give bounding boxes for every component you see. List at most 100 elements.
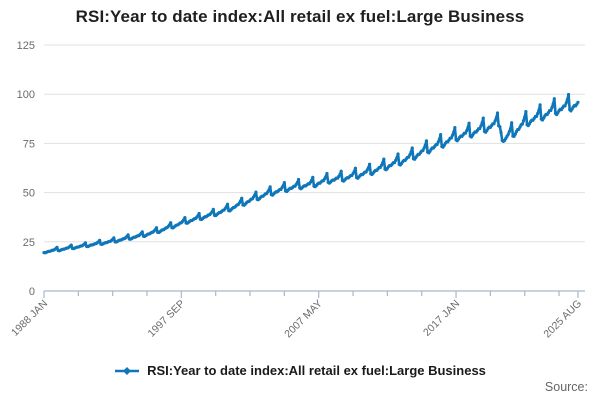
- x-tick-label: 2025 AUG: [541, 298, 584, 341]
- plot-area: 0 25 50 75 100 125 1988 JAN 1997 SEP 2007 MAY 201…: [9, 40, 585, 341]
- data-point-marker: [449, 136, 453, 140]
- data-point-marker: [140, 230, 144, 234]
- data-point-marker: [494, 116, 498, 120]
- data-point-marker: [435, 142, 439, 147]
- data-point-marker: [379, 163, 384, 167]
- chart-title: RSI:Year to date index:All retail ex fue…: [75, 7, 525, 26]
- data-point-marker: [523, 115, 527, 119]
- data-point-marker: [549, 108, 553, 113]
- data-point-marker: [253, 193, 257, 197]
- data-point-marker: [564, 101, 568, 105]
- data-point-marker: [409, 150, 413, 154]
- data-point-marker: [521, 119, 526, 123]
- data-point-marker: [508, 127, 513, 131]
- data-point-marker: [268, 185, 272, 189]
- data-point-marker: [281, 184, 285, 188]
- data-point-marker: [183, 216, 187, 220]
- data-point-marker: [211, 207, 215, 211]
- data-point-marker: [506, 132, 510, 137]
- data-point-marker: [352, 169, 356, 174]
- data-point-marker: [169, 221, 173, 225]
- data-point-marker: [83, 241, 88, 245]
- x-tick-label: 2007 MAY: [282, 298, 325, 341]
- data-point-marker: [422, 146, 426, 150]
- x-tick-label: 1988 JAN: [9, 298, 50, 339]
- y-tick-label: 75: [23, 138, 35, 150]
- y-tick-label: 25: [23, 237, 35, 249]
- data-point-marker: [254, 190, 258, 194]
- data-point-marker: [338, 172, 342, 176]
- data-point-marker: [353, 166, 357, 170]
- y-tick-label: 50: [23, 188, 35, 200]
- data-point-marker: [493, 119, 497, 123]
- data-point-marker: [550, 105, 554, 110]
- data-point-marker: [481, 116, 485, 120]
- data-point-marker: [534, 114, 539, 118]
- data-point-marker: [395, 156, 399, 160]
- data-point-marker: [55, 245, 59, 249]
- data-point-marker: [452, 130, 456, 134]
- x-tick-label: 1997 SEP: [146, 298, 188, 340]
- data-point-marker: [479, 124, 483, 128]
- data-point-marker: [382, 157, 386, 161]
- data-point-marker: [453, 125, 457, 130]
- data-point-marker: [520, 122, 524, 126]
- data-point-marker: [423, 143, 427, 147]
- data-point-marker: [238, 199, 243, 203]
- data-point-marker: [466, 126, 470, 130]
- data-point-marker: [126, 233, 130, 237]
- data-point-marker: [154, 226, 159, 230]
- data-point-marker: [537, 108, 541, 112]
- data-point-marker: [552, 97, 556, 101]
- data-point-marker: [339, 169, 343, 173]
- data-point-marker: [424, 139, 429, 143]
- data-point-marker: [463, 131, 468, 135]
- data-point-marker: [439, 133, 443, 137]
- data-point-marker: [324, 175, 328, 179]
- data-point-marker: [240, 196, 244, 200]
- data-point-marker: [381, 161, 385, 165]
- data-point-marker: [295, 180, 299, 185]
- data-point-marker: [536, 111, 540, 115]
- data-point-marker: [69, 243, 73, 247]
- data-point-marker: [394, 158, 398, 162]
- data-point-marker: [410, 146, 414, 150]
- data-point-marker: [450, 133, 455, 137]
- data-point-marker: [513, 132, 517, 136]
- y-tick-label: 0: [29, 286, 35, 298]
- data-point-marker: [436, 140, 440, 144]
- data-point-marker: [538, 103, 542, 107]
- data-point-marker: [282, 181, 286, 185]
- data-point-marker: [366, 166, 371, 170]
- data-point-marker: [495, 111, 500, 115]
- data-point-marker: [421, 149, 425, 153]
- data-point-marker: [563, 104, 567, 108]
- data-point-marker: [396, 152, 400, 156]
- data-point-marker: [225, 202, 230, 206]
- x-tick-label: 2017 JAN: [421, 298, 462, 339]
- data-point-marker: [368, 162, 372, 166]
- data-point-marker: [478, 127, 482, 131]
- data-point-marker: [498, 125, 502, 129]
- data-point-marker: [112, 236, 116, 240]
- legend-label: RSI:Year to date index:All retail ex fue…: [147, 363, 486, 378]
- source-label: Source:: [544, 380, 588, 394]
- data-point-marker: [510, 121, 514, 125]
- data-point-marker: [480, 121, 484, 125]
- data-point-marker: [499, 130, 503, 135]
- data-point-marker: [437, 137, 442, 141]
- data-point-marker: [210, 210, 214, 214]
- legend[interactable]: RSI:Year to date index:All retail ex fue…: [0, 363, 600, 378]
- y-tick-label: 100: [17, 89, 35, 101]
- data-point-marker: [465, 129, 469, 133]
- data-point-marker: [296, 177, 301, 182]
- data-point-marker: [507, 129, 511, 134]
- data-point-marker: [325, 171, 329, 176]
- data-point-marker: [309, 178, 314, 182]
- data-point-marker: [566, 92, 571, 97]
- data-point-marker: [408, 153, 412, 157]
- data-line: [42, 93, 580, 255]
- data-point-marker: [98, 238, 102, 242]
- data-point-marker: [524, 109, 528, 114]
